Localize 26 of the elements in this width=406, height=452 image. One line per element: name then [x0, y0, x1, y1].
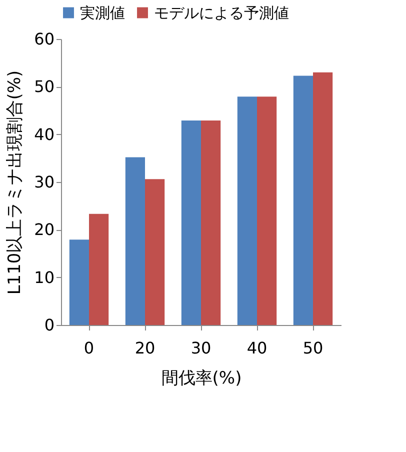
y-tick-label: 0 [44, 316, 54, 334]
y-tick-label: 30 [34, 172, 54, 192]
bar [181, 120, 201, 325]
bar [237, 96, 257, 325]
bar [313, 72, 333, 325]
x-tick-label: 0 [84, 338, 94, 358]
bar [257, 96, 277, 325]
x-tick-label: 20 [134, 338, 156, 358]
bar [89, 214, 109, 325]
x-tick-label: 30 [190, 338, 212, 358]
y-tick-label: 10 [34, 268, 54, 287]
y-tick-label: 40 [34, 124, 54, 144]
x-tick-label: 50 [302, 338, 324, 358]
bar [293, 76, 313, 325]
x-tick-label: 40 [246, 338, 268, 358]
y-tick-label: 60 [34, 30, 54, 48]
x-axis-title: 間伐率(%) [161, 368, 242, 388]
bar [145, 179, 165, 325]
bar [125, 157, 145, 325]
bar [69, 240, 89, 325]
bar [201, 120, 221, 325]
legend-label: 実測値 [80, 4, 125, 22]
y-tick-label: 20 [34, 220, 54, 240]
y-tick-label: 50 [34, 77, 54, 96]
legend-label: モデルによる予測値 [154, 4, 289, 22]
y-axis-title: L110以上ラミナ出現割合(%) [5, 70, 26, 295]
